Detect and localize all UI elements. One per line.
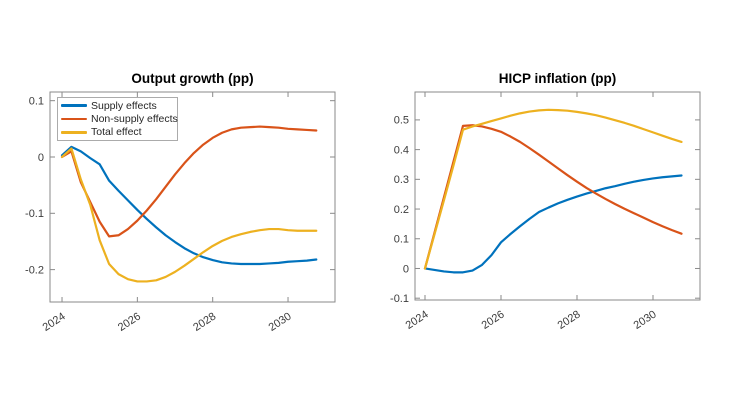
x-tick-label: 2030 (267, 310, 294, 333)
series-line-supply-effects (60, 145, 318, 266)
x-tick-label: 2026 (116, 310, 143, 333)
x-tick-label: 2024 (41, 310, 68, 333)
y-tick-label: 0 (403, 263, 409, 275)
y-tick-label: 0 (38, 152, 44, 164)
series-line-supply-effects (423, 174, 683, 274)
output-growth-title: Output growth (pp) (131, 71, 254, 86)
series-line-total-effect (423, 108, 683, 270)
legend-item-non-supply: Non-supply effects (58, 113, 178, 126)
x-tick-label: 2030 (632, 308, 659, 331)
y-tick-label: 0.1 (29, 95, 44, 107)
hicp-inflation-title: HICP inflation (pp) (498, 71, 617, 86)
series-line-non-supply-effects (60, 125, 318, 238)
legend-item-total: Total effect (58, 126, 177, 139)
y-tick-label: 0.4 (394, 144, 409, 156)
legend-label-supply: Supply effects (91, 99, 157, 112)
x-tick-label: 2028 (556, 308, 583, 331)
series-line-total-effect (60, 147, 318, 283)
legend-label-non-supply: Non-supply effects (91, 113, 178, 125)
plot-box (49, 91, 336, 303)
y-tick-label: 0.2 (394, 204, 409, 216)
y-tick-label: 0.3 (394, 174, 409, 186)
hicp-inflation-plot: 2024 2026 2028 2030 0.5 0.4 0.3 0.2 0.1 0 -0.1 (390, 91, 701, 332)
legend-item-supply: Supply effects (58, 99, 177, 112)
y-tick-label: -0.1 (25, 208, 44, 220)
y-tick-label: -0.2 (25, 264, 44, 276)
series-line-non-supply-effects (423, 124, 683, 270)
legend-label-total: Total effect (91, 126, 142, 139)
x-tick-label: 2028 (191, 310, 218, 333)
y-tick-label: 0.1 (394, 234, 409, 246)
total-line-swatch (61, 130, 87, 134)
non-supply-line-swatch (61, 117, 87, 121)
x-tick-label: 2024 (404, 308, 431, 331)
supply-line-swatch (61, 104, 87, 108)
y-tick-label: 0.5 (394, 115, 409, 127)
y-tick-label: -0.1 (390, 293, 409, 305)
x-tick-label: 2026 (480, 308, 507, 331)
legend: Supply effects Non-supply effects Total … (57, 97, 178, 141)
plot-box (414, 91, 701, 301)
